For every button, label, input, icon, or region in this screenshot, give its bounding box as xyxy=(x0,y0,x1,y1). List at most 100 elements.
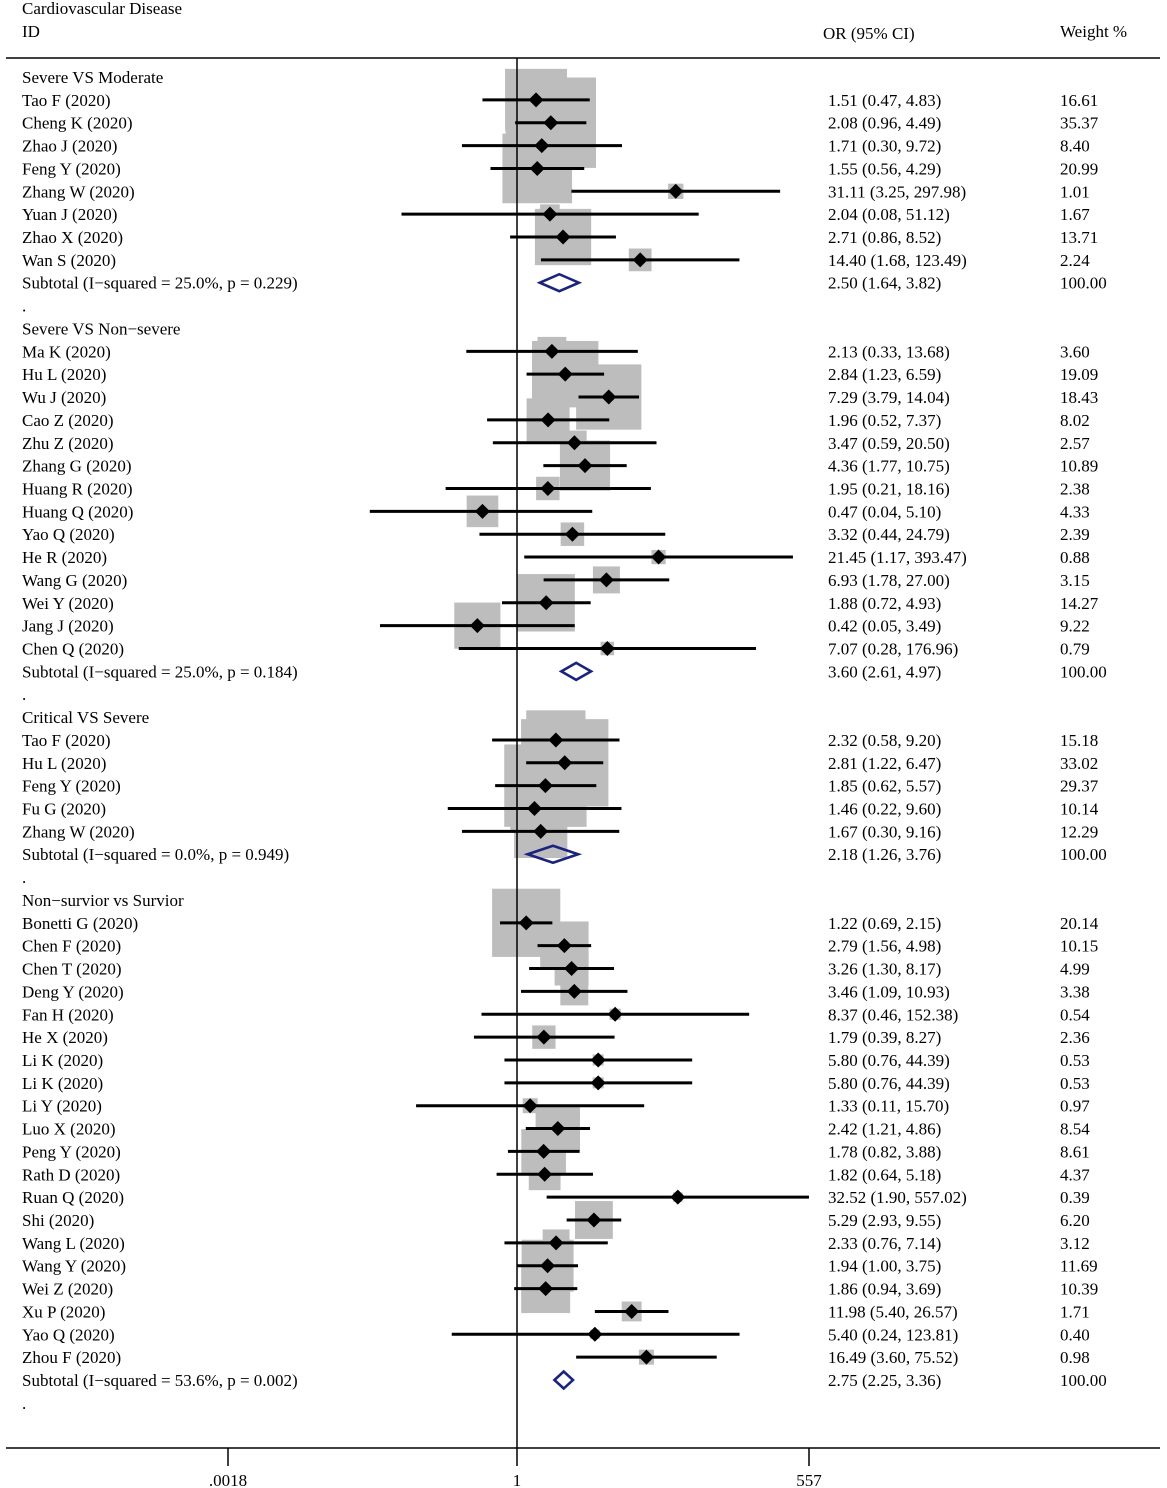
study-id-label: Zhao J (2020) xyxy=(22,137,117,156)
subtotal-or-ci-label: 2.18 (1.26, 3.76) xyxy=(828,845,941,864)
study-id-label: He R (2020) xyxy=(22,548,107,567)
or-ci-label: 1.95 (0.21, 18.16) xyxy=(828,479,950,498)
weight-label: 3.12 xyxy=(1060,1234,1090,1253)
study-id-label: Luo X (2020) xyxy=(22,1120,115,1139)
study-id-label: Hu L (2020) xyxy=(22,754,106,773)
study-id-label: Fan H (2020) xyxy=(22,1005,114,1024)
or-ci-label: 2.04 (0.08, 51.12) xyxy=(828,205,950,224)
weight-label: 0.88 xyxy=(1060,548,1090,567)
point-estimate-marker xyxy=(564,961,580,977)
or-ci-label: 3.32 (0.44, 24.79) xyxy=(828,525,950,544)
or-ci-label: 1.67 (0.30, 9.16) xyxy=(828,822,941,841)
study-id-label: Cao Z (2020) xyxy=(22,411,114,430)
or-ci-label: 2.79 (1.56, 4.98) xyxy=(828,937,941,956)
study-id-label: Rath D (2020) xyxy=(22,1165,120,1184)
study-id-label: Feng Y (2020) xyxy=(22,159,121,178)
point-estimate-marker xyxy=(577,458,593,474)
study-id-label: Ma K (2020) xyxy=(22,342,111,361)
study-id-label: Zhu Z (2020) xyxy=(22,434,114,453)
study-id-label: Chen Q (2020) xyxy=(22,640,124,659)
x-tick-label: .0018 xyxy=(209,1471,247,1488)
subtotal-weight-label: 100.00 xyxy=(1060,274,1107,293)
weight-label: 15.18 xyxy=(1060,731,1098,750)
or-ci-label: 1.96 (0.52, 7.37) xyxy=(828,411,941,430)
or-ci-label: 21.45 (1.17, 393.47) xyxy=(828,548,967,567)
weight-label: 8.02 xyxy=(1060,411,1090,430)
study-id-label: Wei Y (2020) xyxy=(22,594,114,613)
weight-label: 20.99 xyxy=(1060,159,1098,178)
weight-label: 10.89 xyxy=(1060,457,1098,476)
or-ci-label: 1.94 (1.00, 3.75) xyxy=(828,1257,941,1276)
point-estimate-marker xyxy=(564,526,580,542)
or-ci-label: 2.13 (0.33, 13.68) xyxy=(828,342,950,361)
weight-label: 33.02 xyxy=(1060,754,1098,773)
subtotal-weight-label: 100.00 xyxy=(1060,1371,1107,1390)
study-id-label: Hu L (2020) xyxy=(22,365,106,384)
point-estimate-marker xyxy=(624,1303,640,1319)
study-id-label: Zhang W (2020) xyxy=(22,822,135,841)
subtotal-weight-label: 100.00 xyxy=(1060,662,1107,681)
x-tick-label: 557 xyxy=(796,1471,822,1488)
weight-label: 19.09 xyxy=(1060,365,1098,384)
study-id-label: Wang Y (2020) xyxy=(22,1257,126,1276)
study-id-label: Li K (2020) xyxy=(22,1051,103,1070)
study-id-label: Huang Q (2020) xyxy=(22,502,133,521)
point-estimate-marker xyxy=(550,1121,566,1137)
weight-label: 10.15 xyxy=(1060,937,1098,956)
or-ci-label: 1.79 (0.39, 8.27) xyxy=(828,1028,941,1047)
weight-label: 3.60 xyxy=(1060,342,1090,361)
subtotal-label: Subtotal (I−squared = 25.0%, p = 0.229) xyxy=(22,274,298,293)
point-estimate-marker xyxy=(522,1098,538,1114)
point-estimate-marker xyxy=(566,435,582,451)
point-estimate-marker xyxy=(548,732,564,748)
point-estimate-marker xyxy=(590,1075,606,1091)
study-id-label: Cheng K (2020) xyxy=(22,114,132,133)
study-id-label: Tao F (2020) xyxy=(22,91,111,110)
weight-label: 2.38 xyxy=(1060,479,1090,498)
spacer-dot: . xyxy=(22,868,26,887)
or-ci-label: 1.71 (0.30, 9.72) xyxy=(828,137,941,156)
subtotal-diamond xyxy=(536,272,583,293)
group-label: Severe VS Moderate xyxy=(22,68,163,87)
study-id-label: Bonetti G (2020) xyxy=(22,914,138,933)
or-ci-label: 2.08 (0.96, 4.49) xyxy=(828,114,941,133)
point-estimate-marker xyxy=(555,229,571,245)
or-ci-label: 1.33 (0.11, 15.70) xyxy=(828,1097,949,1116)
study-id-label: Xu P (2020) xyxy=(22,1302,105,1321)
weight-label: 11.69 xyxy=(1060,1257,1098,1276)
weight-label: 6.20 xyxy=(1060,1211,1090,1230)
subtotal-diamond xyxy=(552,1369,575,1391)
chart-header: Cardiovascular Disease ID OR (95% CI) We… xyxy=(22,0,1127,43)
or-ci-label: 0.47 (0.04, 5.10) xyxy=(828,502,941,521)
study-id-label: Wan S (2020) xyxy=(22,251,116,270)
point-estimate-marker xyxy=(540,1258,556,1274)
point-estimate-marker xyxy=(586,1212,602,1228)
or-ci-label: 1.82 (0.64, 5.18) xyxy=(828,1165,941,1184)
study-id-label: Yao Q (2020) xyxy=(22,1325,115,1344)
study-id-label: Zhou F (2020) xyxy=(22,1348,121,1367)
study-id-label: Jang J (2020) xyxy=(22,617,114,636)
weight-label: 2.36 xyxy=(1060,1028,1090,1047)
or-ci-label: 2.33 (0.76, 7.14) xyxy=(828,1234,941,1253)
subtotal-diamond xyxy=(558,661,594,682)
subtotal-label: Subtotal (I−squared = 53.6%, p = 0.002) xyxy=(22,1371,298,1390)
weight-label: 18.43 xyxy=(1060,388,1098,407)
or-ci-label: 11.98 (5.40, 26.57) xyxy=(828,1302,958,1321)
or-ci-label: 3.46 (1.09, 10.93) xyxy=(828,982,950,1001)
weight-label: 3.38 xyxy=(1060,982,1090,1001)
or-ci-label: 31.11 (3.25, 297.98) xyxy=(828,182,966,201)
point-estimate-marker xyxy=(529,160,545,176)
point-estimate-marker xyxy=(543,115,559,131)
point-estimate-marker xyxy=(526,801,542,817)
study-id-label: Deng Y (2020) xyxy=(22,982,124,1001)
study-id-label: Zhang G (2020) xyxy=(22,457,132,476)
or-ci-label: 5.29 (2.93, 9.55) xyxy=(828,1211,941,1230)
weight-label: 4.33 xyxy=(1060,502,1090,521)
or-ci-label: 16.49 (3.60, 75.52) xyxy=(828,1348,958,1367)
weight-label: 10.14 xyxy=(1060,800,1099,819)
id-column-header: ID xyxy=(22,22,40,41)
weight-column-header: Weight % xyxy=(1060,22,1127,41)
point-estimate-marker xyxy=(540,480,556,496)
or-ci-label: 1.55 (0.56, 4.29) xyxy=(828,159,941,178)
